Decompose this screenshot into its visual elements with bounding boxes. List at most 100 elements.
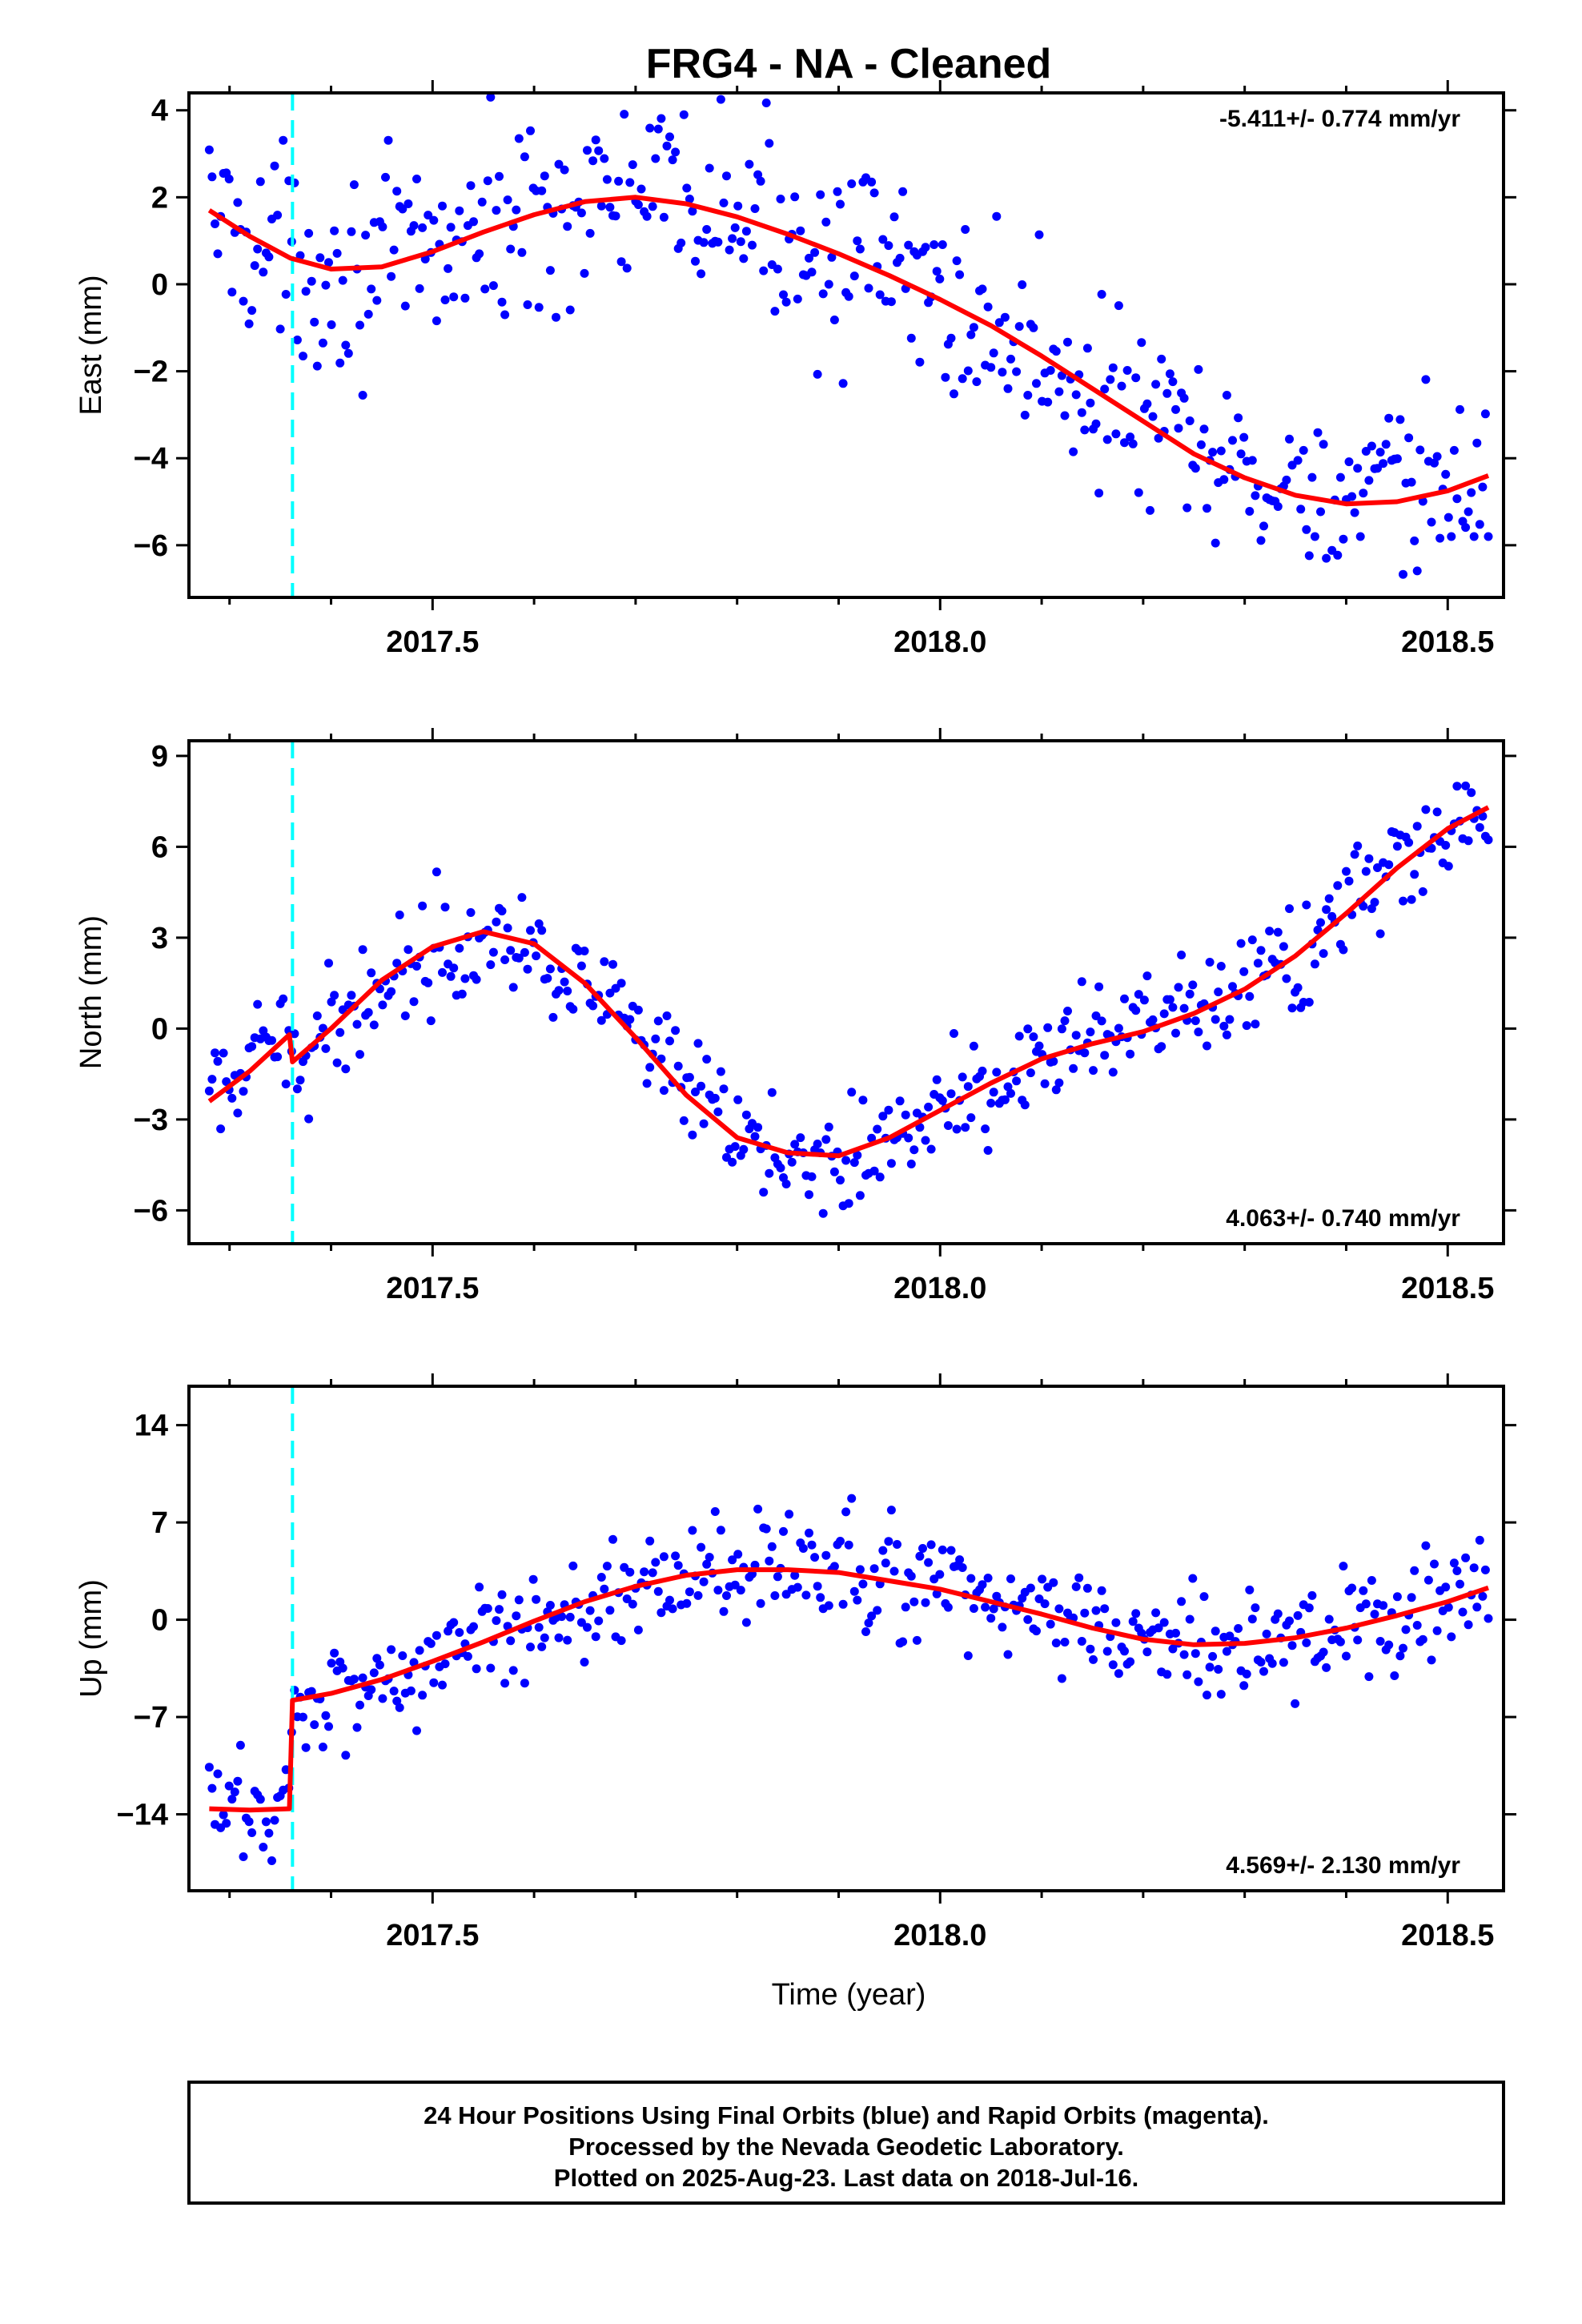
up-point — [1427, 1655, 1436, 1665]
north-point — [1353, 841, 1363, 850]
east-point — [1106, 375, 1115, 384]
east-point — [1148, 412, 1158, 421]
east-point — [1023, 391, 1033, 400]
east-point — [1418, 497, 1427, 506]
up-point — [270, 1815, 279, 1825]
up-point — [1251, 1603, 1260, 1613]
up-point — [341, 1751, 351, 1760]
north-point — [1020, 1100, 1030, 1110]
east-point — [805, 253, 813, 263]
up-point — [259, 1843, 268, 1852]
east-point — [611, 211, 620, 221]
east-point — [713, 237, 723, 247]
north-point — [227, 1093, 237, 1103]
east-point — [677, 238, 686, 247]
north-point — [1236, 939, 1246, 948]
up-point — [873, 1606, 882, 1615]
north-point — [412, 962, 421, 971]
north-y-tick-label: 3 — [151, 922, 168, 955]
east-point — [500, 310, 510, 320]
east-point — [392, 187, 402, 196]
up-point — [1086, 1644, 1095, 1654]
east-point — [935, 274, 945, 283]
up-point — [463, 1651, 472, 1661]
north-point — [600, 957, 609, 967]
east-point — [1256, 536, 1266, 545]
east-point — [1472, 438, 1482, 448]
up-point — [1342, 1651, 1351, 1661]
east-point — [279, 135, 288, 145]
up-point — [733, 1550, 743, 1559]
east-point — [497, 297, 507, 307]
east-point — [636, 184, 646, 194]
up-point — [915, 1551, 925, 1561]
north-point — [534, 919, 544, 928]
north-point — [790, 1140, 800, 1149]
north-point — [1139, 995, 1149, 1005]
east-point — [1452, 494, 1462, 504]
east-point — [915, 357, 925, 367]
up-point — [418, 1691, 428, 1700]
north-point — [449, 963, 459, 973]
east-point — [836, 199, 845, 209]
north-point — [1142, 971, 1152, 981]
east-point — [642, 211, 652, 221]
north-point — [279, 994, 288, 1003]
north-point — [824, 1122, 833, 1132]
east-point — [821, 217, 831, 227]
north-point — [367, 968, 376, 978]
up-point — [1267, 1659, 1277, 1668]
north-point — [1194, 1027, 1203, 1037]
north-point — [1407, 895, 1416, 904]
north-point — [904, 1133, 913, 1143]
east-point — [409, 221, 419, 231]
east-point — [1282, 475, 1291, 485]
north-point — [1418, 887, 1427, 896]
north-point — [488, 947, 498, 957]
up-point — [1361, 1599, 1371, 1609]
east-point — [966, 330, 976, 340]
east-point — [1114, 301, 1123, 311]
north-point — [1342, 866, 1351, 876]
up-point — [1168, 1644, 1178, 1654]
up-point — [1432, 1626, 1442, 1635]
east-point — [878, 235, 888, 244]
east-point — [605, 203, 615, 212]
up-point — [372, 1654, 382, 1663]
east-point — [628, 160, 637, 170]
east-x-tick-label: 2017.5 — [386, 625, 479, 659]
north-point — [347, 991, 356, 1000]
up-point — [1430, 1559, 1439, 1569]
east-point — [807, 267, 817, 277]
east-point — [1234, 413, 1243, 423]
up-point — [1080, 1608, 1090, 1618]
east-point — [1307, 472, 1317, 482]
north-point — [440, 903, 450, 912]
east-point — [1146, 505, 1154, 515]
east-point — [1194, 364, 1203, 374]
up-plot-frame — [187, 1385, 1505, 1892]
up-point — [1410, 1566, 1419, 1575]
north-point — [1003, 1082, 1013, 1092]
east-point — [1012, 367, 1022, 376]
north-point — [679, 1116, 689, 1125]
north-point — [1219, 1021, 1229, 1031]
east-point — [480, 284, 490, 294]
up-point — [1441, 1582, 1451, 1592]
up-point — [616, 1636, 626, 1646]
east-point — [648, 202, 657, 211]
north-point — [1282, 974, 1291, 983]
up-point — [1262, 1629, 1271, 1638]
north-point — [1006, 1088, 1015, 1098]
east-point — [728, 234, 737, 243]
north-point — [543, 974, 552, 983]
north-point — [741, 1110, 751, 1120]
north-point — [1339, 945, 1348, 955]
up-point — [406, 1686, 416, 1695]
north-point — [1097, 1016, 1106, 1026]
east-point — [1335, 472, 1345, 482]
north-point — [321, 1043, 331, 1053]
east-point — [682, 183, 692, 193]
up-point — [1177, 1597, 1186, 1606]
north-point — [253, 999, 263, 1009]
